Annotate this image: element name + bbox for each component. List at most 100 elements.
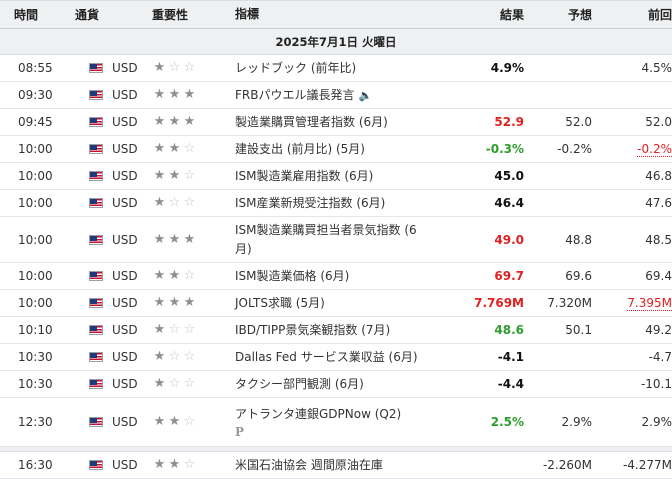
forecast-value: -0.2% — [524, 142, 592, 156]
header-event[interactable]: 指標 — [232, 5, 422, 24]
actual-value: -4.1 — [422, 350, 524, 364]
star-filled-icon: ★ — [152, 377, 167, 391]
event-time: 10:00 — [0, 142, 75, 156]
previous-text: -4.7 — [649, 350, 672, 364]
event-currency: USD — [75, 88, 143, 102]
star-empty-icon: ☆ — [182, 196, 197, 210]
header-importance[interactable]: 重要性 — [143, 6, 232, 23]
event-name-link[interactable]: 製造業購買管理者指数 (6月) — [235, 115, 388, 129]
event-name-link[interactable]: アトランタ連銀GDPNow (Q2) — [235, 407, 401, 421]
importance-stars: ★☆☆ — [143, 350, 232, 364]
previous-value: 52.0 — [592, 115, 672, 129]
previous-text: 47.6 — [645, 196, 672, 210]
event-time: 10:30 — [0, 377, 75, 391]
event-name-link[interactable]: Dallas Fed サービス業収益 (6月) — [235, 350, 418, 364]
actual-text: 45.0 — [494, 169, 524, 183]
event-name-link[interactable]: 建設支出 (前月比) (5月) — [235, 142, 365, 156]
actual-value: 48.6 — [422, 323, 524, 337]
star-filled-icon: ★ — [152, 296, 167, 310]
event-currency: USD — [75, 115, 143, 129]
actual-text: 4.9% — [491, 61, 524, 75]
star-filled-icon: ★ — [167, 269, 182, 283]
event-time: 10:00 — [0, 233, 75, 247]
event-name-link[interactable]: ISM製造業雇用指数 (6月) — [235, 169, 373, 183]
event-name-link[interactable]: IBD/TIPP景気楽観指数 (7月) — [235, 323, 390, 337]
importance-stars: ★★★ — [143, 115, 232, 129]
event-name-link[interactable]: FRBパウエル議長発言 — [235, 88, 354, 102]
us-flag-icon — [89, 379, 103, 389]
event-currency: USD — [75, 269, 143, 283]
event-name-link[interactable]: ISM製造業価格 (6月) — [235, 269, 349, 283]
event-time: 16:30 — [0, 458, 75, 472]
event-cell: 米国石油協会 週間原油在庫 — [232, 456, 422, 475]
previous-text: 48.5 — [645, 233, 672, 247]
importance-stars: ★★☆ — [143, 415, 232, 429]
star-empty-icon: ☆ — [182, 415, 197, 429]
event-name-link[interactable]: 米国石油協会 週間原油在庫 — [235, 458, 383, 472]
us-flag-icon — [89, 271, 103, 281]
importance-stars: ★★☆ — [143, 458, 232, 472]
star-filled-icon: ★ — [167, 88, 182, 102]
header-time[interactable]: 時間 — [0, 6, 75, 23]
star-empty-icon: ☆ — [182, 377, 197, 391]
importance-stars: ★★★ — [143, 296, 232, 310]
event-name-link[interactable]: タクシー部門観測 (6月) — [235, 377, 364, 391]
us-flag-icon — [89, 325, 103, 335]
star-empty-icon: ☆ — [167, 323, 182, 337]
previous-value: 48.5 — [592, 233, 672, 247]
actual-text: 52.9 — [494, 115, 524, 129]
star-filled-icon: ★ — [167, 115, 182, 129]
us-flag-icon — [89, 460, 103, 470]
star-empty-icon: ☆ — [167, 377, 182, 391]
event-currency: USD — [75, 458, 143, 472]
event-name-link[interactable]: JOLTS求職 (5月) — [235, 296, 325, 310]
header-forecast[interactable]: 予想 — [524, 6, 592, 23]
event-name-link[interactable]: ISM製造業購買担当者景気指数 (6月) — [235, 223, 417, 256]
previous-value: -0.2% — [592, 142, 672, 156]
star-filled-icon: ★ — [167, 169, 182, 183]
star-filled-icon: ★ — [167, 296, 182, 310]
importance-stars: ★☆☆ — [143, 323, 232, 337]
currency-code: USD — [112, 458, 138, 472]
previous-text: 52.0 — [645, 115, 672, 129]
forecast-value: 7.320M — [524, 296, 592, 310]
event-cell: ISM産業新規受注指数 (6月) — [232, 194, 422, 213]
currency-code: USD — [112, 196, 138, 210]
event-time: 12:30 — [0, 415, 75, 429]
header-currency[interactable]: 通貨 — [75, 6, 143, 23]
currency-code: USD — [112, 415, 138, 429]
actual-value: -4.4 — [422, 377, 524, 391]
header-actual[interactable]: 結果 — [422, 6, 524, 23]
actual-text: 7.769M — [474, 296, 524, 310]
event-cell: アトランタ連銀GDPNow (Q2)P — [232, 405, 422, 440]
currency-code: USD — [112, 233, 138, 247]
event-cell: タクシー部門観測 (6月) — [232, 375, 422, 394]
star-filled-icon: ★ — [152, 115, 167, 129]
star-filled-icon: ★ — [152, 142, 167, 156]
event-time: 08:55 — [0, 61, 75, 75]
star-empty-icon: ☆ — [182, 61, 197, 75]
star-empty-icon: ☆ — [182, 323, 197, 337]
event-currency: USD — [75, 377, 143, 391]
actual-value: 49.0 — [422, 233, 524, 247]
event-name-link[interactable]: ISM産業新規受注指数 (6月) — [235, 196, 385, 210]
previous-value: 46.8 — [592, 169, 672, 183]
event-name-link[interactable]: レッドブック (前年比) — [235, 61, 356, 75]
header-previous[interactable]: 前回 — [592, 6, 672, 23]
forecast-value: 52.0 — [524, 115, 592, 129]
